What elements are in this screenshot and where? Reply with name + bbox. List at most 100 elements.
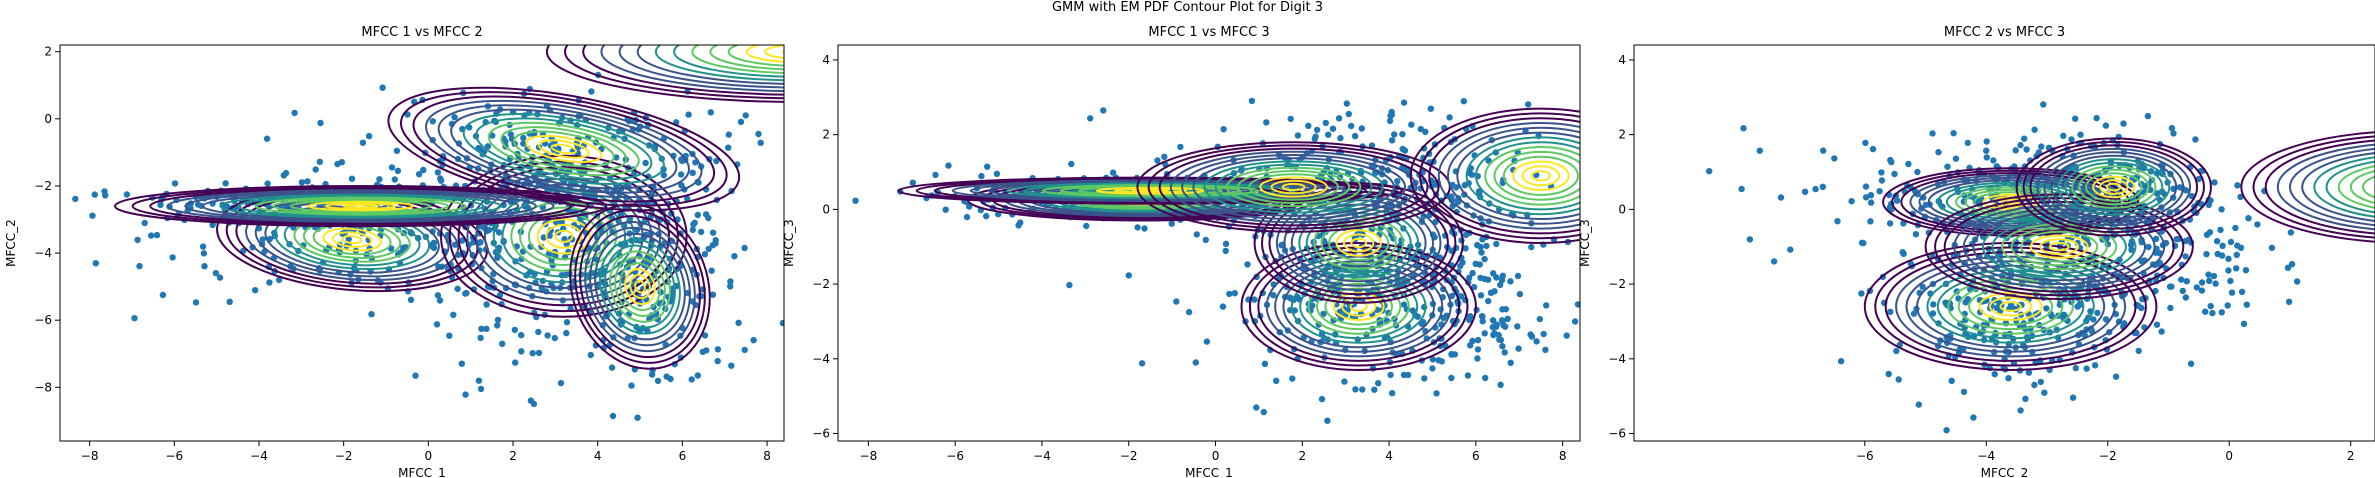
data-point xyxy=(1431,141,1439,148)
data-point xyxy=(2203,231,2211,238)
data-point xyxy=(2077,131,2084,138)
data-point xyxy=(1944,163,1951,170)
contour-line xyxy=(289,199,432,213)
data-point xyxy=(689,169,696,176)
contour-line xyxy=(1409,107,1580,244)
contour-line xyxy=(237,195,485,218)
data-point xyxy=(1337,134,1344,142)
data-point xyxy=(415,171,423,178)
data-point xyxy=(1497,281,1504,289)
data-point xyxy=(1493,240,1500,248)
x-tick-label: 0 xyxy=(2225,449,2233,463)
data-point xyxy=(816,215,822,221)
data-point xyxy=(1161,153,1168,160)
data-point xyxy=(1244,261,1251,268)
data-point xyxy=(171,180,179,187)
data-point xyxy=(1222,240,1230,247)
contour-line xyxy=(550,143,578,155)
data-point xyxy=(1168,220,1175,227)
data-point xyxy=(1083,222,1090,230)
data-point xyxy=(1462,245,1469,252)
data-point xyxy=(1287,115,1294,123)
data-point xyxy=(420,166,427,174)
data-point xyxy=(1964,139,1972,147)
data-point xyxy=(2153,321,2161,328)
data-point xyxy=(1983,138,1990,145)
data-point xyxy=(1507,278,1514,285)
data-point xyxy=(2017,407,2024,414)
data-point xyxy=(2127,241,2135,249)
y-tick-label: −6 xyxy=(812,427,830,441)
data-point xyxy=(1862,139,1869,147)
data-point xyxy=(1464,372,1472,379)
data-point xyxy=(2170,130,2177,137)
data-point xyxy=(1948,377,1955,384)
data-point xyxy=(2178,276,2185,283)
data-point xyxy=(2225,255,2232,262)
contour-line xyxy=(219,193,502,219)
y-tick-label: 2 xyxy=(44,45,52,59)
data-point xyxy=(1359,386,1366,393)
data-point xyxy=(2183,278,2190,285)
data-point xyxy=(1433,390,1440,397)
contour-line xyxy=(691,45,784,74)
data-point xyxy=(1400,301,1408,308)
data-point xyxy=(1895,376,1902,383)
contour-line xyxy=(1953,204,2166,289)
data-point xyxy=(1325,131,1332,138)
data-point xyxy=(1497,336,1505,344)
data-point xyxy=(434,169,442,176)
data-point xyxy=(1470,283,1478,291)
data-point xyxy=(1919,283,1926,290)
data-point xyxy=(2212,280,2219,287)
data-point xyxy=(1922,201,1929,209)
data-point xyxy=(942,206,949,213)
data-point xyxy=(2213,238,2221,245)
contour-line xyxy=(1493,150,1580,201)
contour-line xyxy=(1240,242,1477,371)
data-point xyxy=(1834,218,1841,225)
contour-line xyxy=(673,45,784,78)
data-point xyxy=(477,334,484,342)
subplot-title: MFCC 1 vs MFCC 3 xyxy=(1148,25,1269,40)
contour-line xyxy=(450,108,678,190)
y-axis-label: MFCC_3 xyxy=(782,219,796,267)
contour-line xyxy=(2071,165,2157,209)
data-point xyxy=(1358,125,1366,132)
data-point xyxy=(1125,272,1133,279)
data-point xyxy=(1399,131,1406,138)
data-point xyxy=(1869,145,1877,153)
data-point xyxy=(263,135,271,142)
data-point xyxy=(2005,375,2012,382)
data-point xyxy=(1601,204,1607,210)
data-point xyxy=(1497,381,1504,388)
data-point xyxy=(2145,243,2152,251)
data-point xyxy=(825,196,831,202)
data-point xyxy=(2090,316,2097,323)
data-point xyxy=(725,131,732,138)
data-point xyxy=(1341,378,1348,385)
contour-line xyxy=(342,203,379,209)
data-point xyxy=(520,140,527,147)
data-point xyxy=(512,359,519,366)
data-point xyxy=(2103,235,2110,242)
data-point xyxy=(2091,362,2099,369)
data-point xyxy=(1504,315,1511,322)
data-point xyxy=(30,202,36,208)
data-point xyxy=(1543,302,1550,309)
data-point xyxy=(634,414,641,421)
data-point xyxy=(1404,371,1412,379)
data-point xyxy=(499,340,506,347)
data-point xyxy=(1801,188,1809,195)
data-point xyxy=(1812,185,1819,193)
x-tick-label: 4 xyxy=(1385,449,1393,463)
data-point xyxy=(291,109,298,117)
data-point xyxy=(1498,317,1506,324)
contour-line xyxy=(2029,234,2089,259)
data-point xyxy=(1192,359,1200,366)
contour-line xyxy=(1282,264,1435,349)
data-point xyxy=(1899,249,1906,256)
data-point xyxy=(2192,136,2199,143)
contour-line xyxy=(545,223,583,249)
